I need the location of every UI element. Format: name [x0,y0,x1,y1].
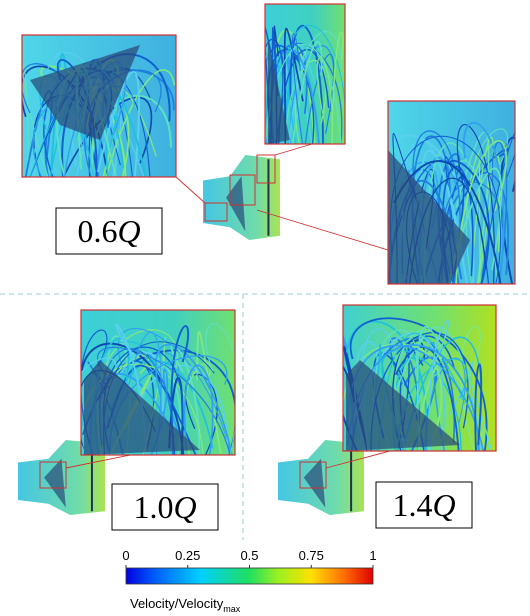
zoom-pointer [274,143,313,156]
streamline [205,323,235,455]
label-box: 1.4Q [375,481,473,529]
colorbar-label-subscript: max [223,604,241,614]
zoom-region [39,461,67,489]
blade [346,360,460,451]
streamline [388,134,475,284]
model-blade [44,458,66,508]
streamline [349,317,488,451]
colorbar-tick-label: 0 [122,548,129,563]
zoom-pointer [325,450,391,469]
zoom-panel [21,34,177,178]
label-symbol: Q [432,487,455,523]
panel-content [22,35,176,177]
label: 1.4Q [392,487,455,523]
streamline [289,24,324,144]
streamline [416,326,447,451]
streamline [294,59,327,144]
panel-frame [264,3,346,145]
label-symbol: Q [117,213,140,249]
zoom-region [229,174,256,206]
streamline [304,53,335,144]
label-box: 1.0Q [111,483,219,531]
panel-frame [21,34,177,178]
streamline [392,326,493,451]
streamline [291,33,304,144]
colorbar-tick-label: 1 [369,548,376,563]
streamline [456,124,495,284]
label-symbol: Q [173,489,196,525]
streamline [283,27,304,144]
streamline [91,94,172,177]
illustrations [18,3,516,515]
streamline [449,159,490,284]
streamline [170,325,190,455]
zoom-region [299,461,327,489]
colorbar-tick-label: 0.75 [299,548,324,563]
zoom-panel [342,304,497,452]
blade [388,150,470,284]
streamline [331,31,344,144]
colorbar-tick-label: 0.25 [175,548,200,563]
panel-frame [342,304,497,452]
colorbar-label-text: Velocity/Velocity [130,596,224,611]
zoom-region [204,202,228,222]
label: 0.6Q [77,213,140,249]
streamline [462,121,505,284]
panel-frame [387,100,516,285]
blade [30,45,140,140]
zoom-pointer [175,176,206,204]
streamline [491,141,508,284]
streamline [96,71,140,177]
colorbar-ticks: 0 0.25 0.5 0.75 1 [122,548,377,568]
colorbar [125,567,374,585]
panel-content [343,305,496,451]
label: 1.0Q [133,489,196,525]
zoom-region [256,154,276,184]
streamline [394,346,460,451]
streamline [455,140,507,284]
label-number: 1.4 [392,487,432,523]
streamline [474,363,483,451]
colorbar-tick-label: 0.5 [240,548,258,563]
blade [84,360,200,455]
streamline [472,136,494,284]
panel-content [388,101,515,284]
zoom-pointer [65,454,131,469]
label-number: 1.0 [133,489,173,525]
zoom-panel [264,3,346,145]
panel-frame [80,309,236,456]
streamline [81,329,108,455]
model-blade [226,176,246,232]
label-box: 0.6Q [55,207,163,255]
zoom-panel [80,309,236,456]
pump-model [203,155,280,240]
streamline [412,130,461,284]
streamline [283,30,342,144]
streamline [283,24,345,144]
blade [268,40,290,144]
streamline [428,320,449,451]
zoom-pointer [256,209,389,251]
streamline [105,69,176,177]
streamline [480,130,515,284]
pump-model [278,440,364,515]
streamline [81,357,117,455]
colorbar-label: Velocity/Velocitymax [130,596,241,614]
label-number: 0.6 [77,213,117,249]
model-blade [303,458,326,508]
streamline [183,364,214,455]
streamline [97,346,231,455]
zoom-panel [387,100,516,285]
panel-content [265,4,345,144]
panel-content [81,310,235,455]
